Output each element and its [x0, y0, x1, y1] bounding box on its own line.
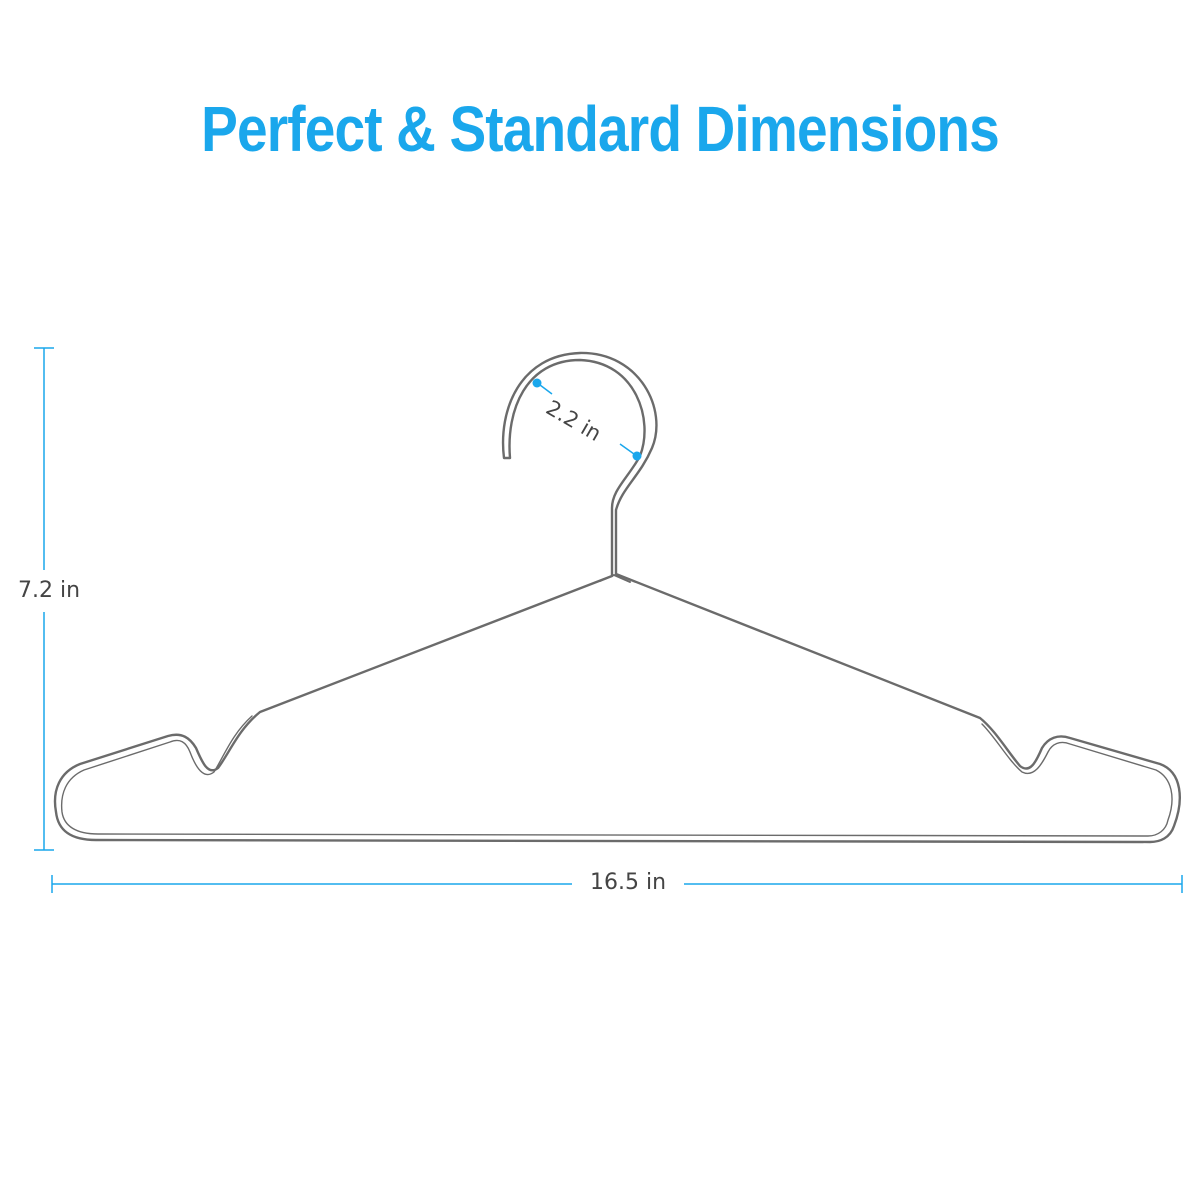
hanger-wire: [53, 351, 1181, 844]
height-label: 7.2 in: [18, 578, 81, 603]
height-dimension-line: [34, 347, 54, 851]
width-dimension-line: [51, 875, 1183, 893]
page-title: Perfect & Standard Dimensions: [201, 93, 1000, 165]
hook-dimension-line: [532, 378, 642, 461]
width-label: 16.5 in: [586, 870, 671, 895]
